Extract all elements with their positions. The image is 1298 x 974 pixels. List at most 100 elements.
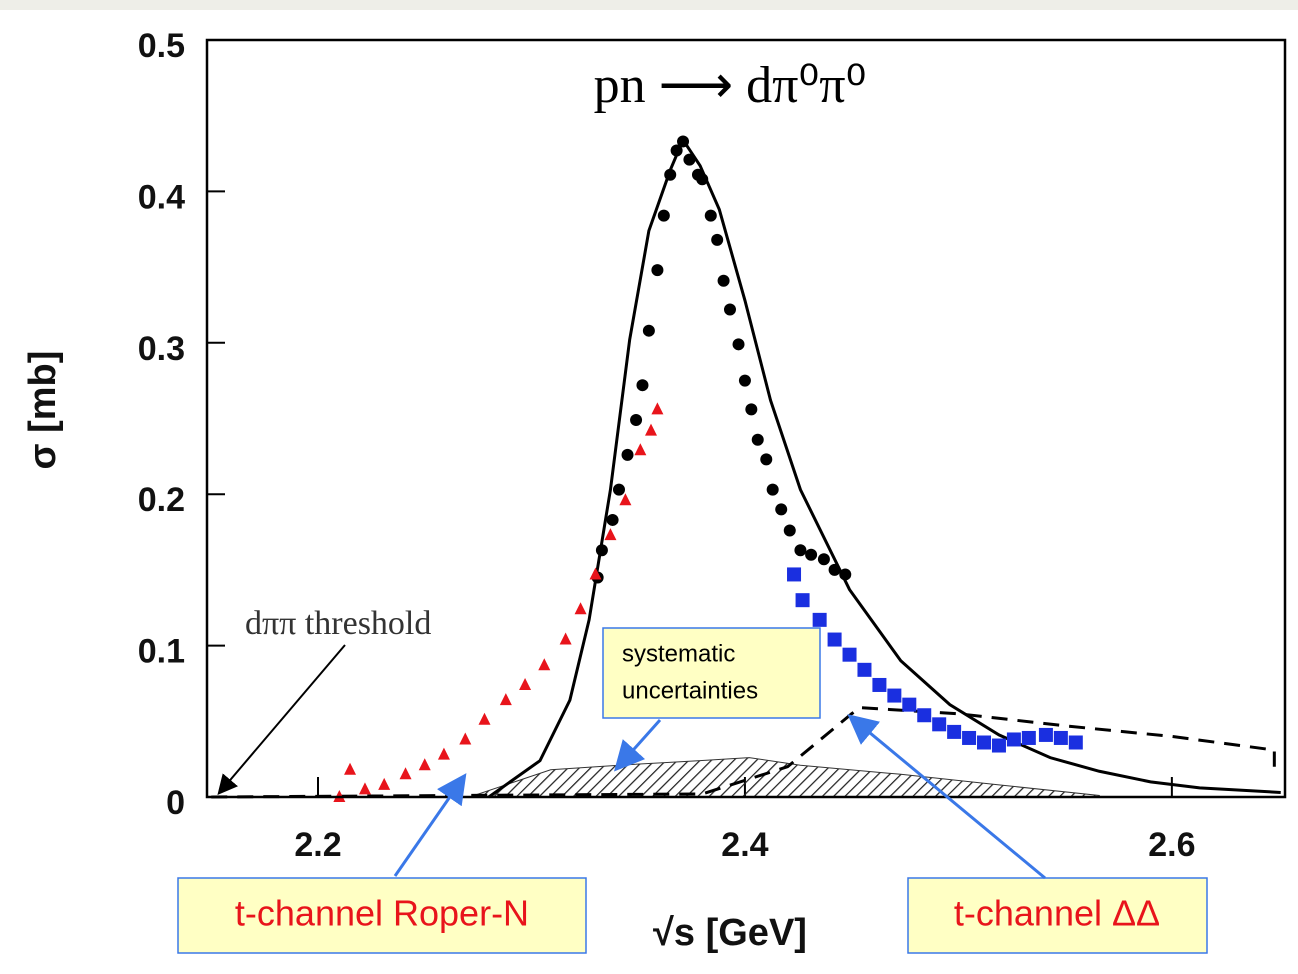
data-point: [745, 403, 758, 416]
data-point: [977, 735, 992, 750]
roper-box: [177, 877, 587, 954]
data-point: [704, 209, 717, 222]
data-point: [732, 338, 745, 351]
y-tick-label: 0.4: [138, 178, 185, 216]
data-point: [619, 493, 632, 506]
data-point: [606, 513, 619, 526]
data-point: [612, 483, 625, 496]
x-axis-label: √s [GeV]: [653, 912, 807, 954]
data-point: [711, 233, 724, 246]
data-point: [378, 777, 391, 790]
data-point: [634, 443, 647, 456]
data-point: [589, 567, 602, 580]
data-point: [1053, 730, 1068, 745]
data-point: [670, 144, 683, 157]
data-point: [857, 662, 872, 677]
data-point: [399, 767, 412, 780]
annotation-arrow: [393, 773, 467, 877]
data-point: [559, 632, 572, 645]
data-point: [696, 173, 709, 186]
data-point: [621, 448, 634, 461]
systematic-band: [469, 757, 1100, 798]
data-point: [795, 593, 810, 608]
data-point: [1068, 735, 1083, 750]
y-tick-label: 0.3: [138, 330, 185, 368]
data-point: [1006, 732, 1021, 747]
systematic-box: [602, 627, 821, 719]
data-point: [917, 708, 932, 723]
data-point: [787, 567, 802, 582]
data-point: [645, 423, 658, 436]
x-tick-label: 2.2: [294, 826, 341, 864]
data-point: [538, 658, 551, 671]
data-point: [1038, 727, 1053, 742]
data-point: [574, 602, 587, 615]
data-point: [723, 303, 736, 316]
data-point: [630, 414, 643, 427]
delta-label: t-channel ΔΔ: [954, 893, 1160, 934]
y-tick-label: 0.2: [138, 481, 185, 519]
data-point: [812, 612, 827, 627]
y-tick-label: 0: [166, 784, 185, 822]
delta-box: [907, 877, 1208, 954]
systematic-label: systematic: [622, 640, 735, 667]
data-point: [651, 264, 664, 277]
data-point: [478, 712, 491, 725]
data-point: [991, 738, 1006, 753]
data-point: [636, 379, 649, 392]
data-point: [657, 209, 670, 222]
model-curve: [211, 706, 1276, 799]
roper-label: t-channel Roper-N: [235, 893, 529, 934]
data-point: [817, 553, 830, 566]
y-axis-label: σ [mb]: [22, 351, 64, 470]
data-point: [595, 544, 608, 557]
data-point: [677, 135, 690, 148]
data-point: [775, 503, 788, 516]
data-point: [962, 730, 977, 745]
data-point: [828, 563, 841, 576]
data-point: [887, 688, 902, 703]
chart-title: pn ⟶ dπ⁰π⁰: [594, 57, 867, 114]
data-point: [499, 693, 512, 706]
x-tick-label: 2.4: [721, 826, 768, 864]
data-point: [519, 677, 532, 690]
data-point: [947, 724, 962, 739]
data-point: [664, 168, 677, 181]
data-point: [344, 762, 357, 775]
data-point: [783, 524, 796, 537]
data-point: [932, 717, 947, 732]
annotation-arrow: [847, 714, 1046, 880]
data-point: [805, 548, 818, 561]
plot-area: 0 0.1 0.2 0.3 0.4 0.5 2.2 2.4 2.6: [138, 27, 1281, 864]
data-point: [683, 153, 696, 166]
model-curve: [487, 136, 1281, 799]
data-point: [794, 544, 807, 557]
data-point: [651, 402, 664, 415]
threshold-arrow: [217, 644, 346, 796]
x-tick-label: 2.6: [1148, 826, 1195, 864]
threshold-label: dππ threshold: [245, 605, 431, 642]
data-point: [358, 782, 371, 795]
data-point: [459, 732, 472, 745]
annotation-arrow: [614, 719, 662, 772]
data-point: [872, 677, 887, 692]
data-point: [437, 747, 450, 760]
plot-frame: [205, 38, 1287, 799]
data-point: [766, 483, 779, 496]
data-point: [604, 528, 617, 541]
data-point: [760, 453, 773, 466]
data-point: [751, 433, 764, 446]
y-tick-label: 0.5: [138, 27, 185, 65]
top-strip: [0, 0, 1298, 10]
data-point: [717, 274, 730, 287]
data-point: [902, 697, 917, 712]
y-tick-label: 0.1: [138, 633, 185, 671]
systematic-label: uncertainties: [622, 677, 758, 704]
data-point: [827, 632, 842, 647]
data-point: [839, 568, 852, 581]
data-point: [418, 758, 431, 771]
data-point: [842, 647, 857, 662]
data-point: [1021, 730, 1036, 745]
